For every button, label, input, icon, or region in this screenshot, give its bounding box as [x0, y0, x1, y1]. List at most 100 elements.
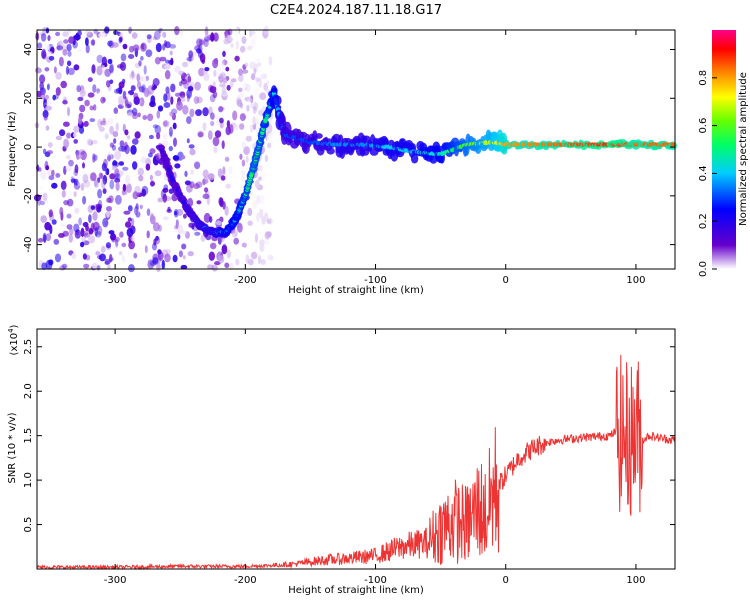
spectrogram-cell	[218, 106, 224, 113]
spectrogram-cell	[112, 243, 117, 251]
spectrogram-cell	[109, 142, 115, 148]
spectrogram-cell	[67, 50, 72, 57]
spectrogram-cell	[268, 56, 273, 66]
spectrogram-cell	[232, 110, 238, 121]
spectrogram-cell	[254, 179, 260, 189]
spectrogram-cell	[150, 180, 155, 187]
spectrogram-cell	[78, 154, 83, 159]
spectrogram-cell	[132, 44, 140, 52]
spectrogram-cell	[73, 132, 77, 138]
spectrogram-cell	[209, 242, 217, 250]
spectrogram-cell	[106, 210, 110, 218]
spectrogram-cell	[73, 178, 79, 186]
x-tick-label: -200	[234, 275, 257, 286]
spectrogram-cell	[122, 183, 127, 192]
spectrogram-cell	[220, 175, 226, 181]
spectrogram-cell	[187, 75, 192, 83]
spectrogram-cell	[114, 168, 120, 179]
spectrogram-cell	[66, 213, 72, 219]
spectrogram-cell	[168, 145, 173, 152]
spectrogram-cell	[111, 165, 118, 171]
spectrogram-cell	[248, 259, 255, 268]
spectrogram-cell	[121, 254, 126, 263]
spectrogram-cell	[78, 117, 83, 125]
spectrogram-cell	[218, 197, 224, 206]
spectrogram-cell	[174, 225, 178, 230]
spectrogram-cell	[53, 66, 57, 74]
spectrogram-cell	[165, 59, 170, 64]
spectrogram-cell	[97, 188, 103, 199]
spectrogram-cell	[221, 59, 228, 66]
spectrogram-cell	[70, 176, 75, 184]
spectrogram-cell	[131, 32, 138, 39]
spectrogram-cell	[204, 67, 210, 72]
spectrogram-cell	[256, 194, 261, 205]
spectrogram-cell	[71, 253, 77, 259]
colorbar-tick-label: 0.8	[698, 70, 709, 86]
spectrogram-cell	[125, 92, 131, 98]
spectrogram-cell	[109, 64, 114, 74]
spectrogram-cell	[120, 99, 127, 107]
spectrogram-cell	[60, 223, 66, 228]
spectrogram-cell	[88, 214, 92, 224]
spectrogram-cell	[236, 99, 243, 108]
spectrogram-cell	[240, 170, 246, 176]
spectrogram-cell	[148, 134, 154, 140]
spectrogram-cell	[210, 112, 215, 120]
spectrogram-cell	[174, 92, 181, 97]
spectrogram-cell	[113, 138, 117, 144]
spectrogram-cell	[102, 174, 108, 185]
colorbar-gradient	[712, 30, 736, 269]
spectrogram-cell	[119, 36, 123, 43]
spectrogram-cell	[150, 95, 156, 105]
spectrogram-cell	[110, 233, 117, 241]
spectrogram-cell	[136, 81, 142, 89]
spectrogram-cell	[45, 94, 49, 100]
spectrogram-cell	[162, 133, 168, 140]
spectrogram-cell	[208, 251, 215, 261]
spectrogram-cell	[87, 77, 93, 82]
snr-multiplier-open: (x10	[9, 333, 20, 356]
spectrogram-cell	[213, 32, 219, 42]
spectrogram-cell	[262, 106, 266, 111]
spectrogram-cell	[216, 167, 222, 173]
spectrogram-cell	[204, 26, 209, 36]
spectrogram-cell	[42, 192, 48, 201]
signal-halo	[410, 153, 419, 164]
spectrogram-cell	[132, 107, 138, 116]
spectrogram-cell	[76, 85, 81, 93]
spectrogram-cell	[125, 99, 129, 107]
snr-y-label: SNR (10 * v/v)	[7, 412, 18, 483]
spectrogram-cell	[255, 77, 261, 82]
spectrogram-cell	[85, 224, 89, 232]
spectrogram-cell	[118, 251, 123, 256]
spectrogram-cell	[146, 208, 151, 216]
spectrogram-cell	[190, 169, 195, 175]
spectrogram-cell	[118, 170, 124, 176]
spectrogram-cell	[199, 53, 206, 63]
spectrogram-cell	[153, 238, 157, 246]
spectrogram-cell	[112, 131, 119, 138]
spectrogram-cell	[250, 73, 256, 81]
spectrogram-cell	[97, 90, 104, 98]
spectrogram-cell	[96, 225, 103, 236]
spectrogram-cell	[77, 179, 83, 186]
spectrogram-cell	[86, 31, 94, 38]
spectrogram-cell	[54, 253, 62, 263]
spectrogram-cell	[96, 54, 104, 64]
spectrogram-cell	[97, 199, 103, 210]
spectrogram-cell	[249, 29, 253, 38]
spectrogram-cell	[259, 243, 265, 252]
spectrogram-cell	[232, 123, 240, 131]
spectrogram-cell	[119, 32, 123, 38]
spectrogram-cell	[105, 242, 111, 249]
spectrogram-cell	[82, 195, 87, 205]
spectrogram-cell	[46, 150, 53, 155]
spectrogram-cell	[89, 105, 94, 111]
spectrogram-cell	[263, 82, 269, 91]
spectrogram-cell	[257, 254, 262, 265]
spectrogram-marks	[33, 25, 677, 273]
spectrogram-cell	[163, 93, 168, 102]
spectrogram-cell	[226, 84, 231, 91]
spectrogram-cell	[56, 45, 64, 51]
